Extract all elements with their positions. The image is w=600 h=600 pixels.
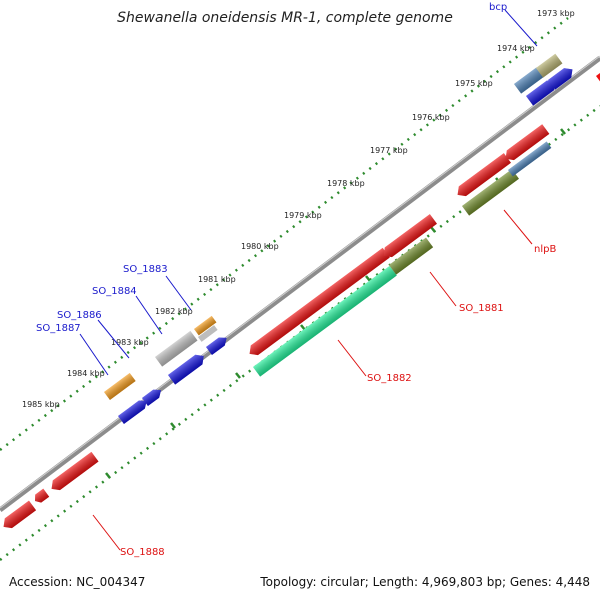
tick-label: 1978 kbp: [327, 179, 365, 188]
gene-so-1884-blue[interactable]: [168, 351, 207, 385]
gene-so-1887-orange[interactable]: [104, 372, 136, 401]
gene-so-1888-red-1[interactable]: [0, 500, 37, 532]
map-title: Shewanella oneidensis MR-1, complete gen…: [117, 10, 453, 26]
genome-backbone: [0, 56, 600, 512]
genome-backbone-highlight: [0, 55, 600, 509]
tick-label: 1973 kbp: [537, 9, 575, 18]
tick-label: 1979 kbp: [284, 211, 322, 220]
gene-label-so-1887[interactable]: SO_1887: [36, 323, 81, 334]
gene-so-1888-red-2[interactable]: [32, 488, 50, 505]
tick-label: 1981 kbp: [198, 275, 236, 284]
inner-ring-ticks: [105, 128, 566, 479]
gene-so-1882-red[interactable]: [246, 247, 390, 359]
gene-label-so-1884[interactable]: SO_1884: [92, 286, 137, 297]
gene-label-bcp[interactable]: bcp: [489, 2, 507, 13]
tick-label: 1982 kbp: [155, 307, 193, 316]
tick-label: 1980 kbp: [241, 242, 279, 251]
gene-label-nlpb[interactable]: nlpB: [534, 244, 556, 255]
gene-edge-red[interactable]: [596, 71, 600, 85]
tick-label: 1984 kbp: [67, 369, 105, 378]
gene-so-1883-grey[interactable]: [198, 325, 218, 342]
gene-bcp-blue-2[interactable]: [548, 65, 576, 90]
tick-label: 1977 kbp: [370, 146, 408, 155]
gene-nlpb-red-2[interactable]: [502, 124, 550, 163]
gene-nlpb-olive[interactable]: [462, 169, 519, 216]
gene-so-1882-aqua[interactable]: [253, 265, 397, 377]
tick-label: 1985 kbp: [22, 400, 60, 409]
tick-label: 1974 kbp: [497, 44, 535, 53]
genome-summary-text: Topology: circular; Length: 4,969,803 bp…: [259, 575, 590, 589]
gene-so-1884-grey[interactable]: [155, 330, 198, 367]
gene-bcp-khaki[interactable]: [536, 53, 563, 78]
gene-label-so-1882[interactable]: SO_1882: [367, 373, 412, 384]
tick-label: 1983 kbp: [111, 338, 149, 347]
gene-so-1888-red-3[interactable]: [48, 451, 99, 494]
gene-nlpb-red-1[interactable]: [454, 153, 511, 200]
tick-label: 1976 kbp: [412, 113, 450, 122]
gene-label-so-1888[interactable]: SO_1888: [120, 547, 165, 558]
leader-lines: [79, 9, 538, 551]
gene-so-1881-olive[interactable]: [389, 237, 434, 275]
gene-so-1881-red[interactable]: [380, 214, 437, 261]
gene-label-so-1886[interactable]: SO_1886: [57, 310, 102, 321]
gene-label-so-1883[interactable]: SO_1883: [123, 264, 168, 275]
gene-bcp-steel[interactable]: [514, 67, 544, 94]
accession-text: Accession: NC_004347: [9, 575, 145, 589]
tick-labels: 1973 kbp 1974 kbp 1975 kbp 1976 kbp 1977…: [22, 9, 575, 409]
gene-so-1883-blue[interactable]: [206, 334, 230, 356]
gene-label-so-1881[interactable]: SO_1881: [459, 303, 504, 314]
gene-nlpb-steel[interactable]: [507, 141, 552, 177]
gene-bcp-blue-1[interactable]: [526, 77, 559, 106]
gene-so-1883-orange[interactable]: [194, 315, 217, 336]
gene-so-1886-blue[interactable]: [118, 397, 150, 425]
tick-label: 1975 kbp: [455, 79, 493, 88]
gene-so-1885-blue[interactable]: [142, 386, 164, 407]
